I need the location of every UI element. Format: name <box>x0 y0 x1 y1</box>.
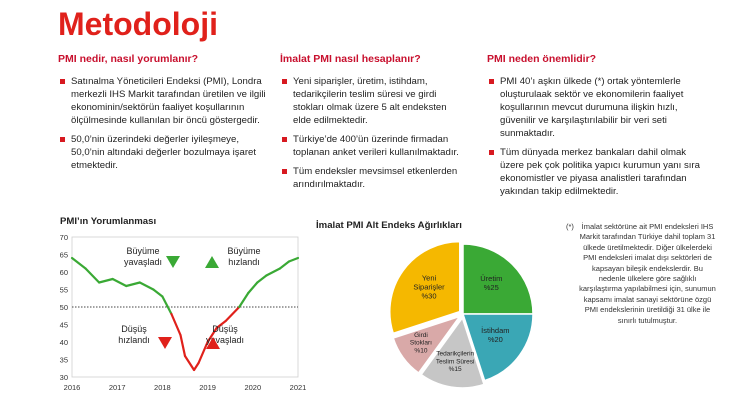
annotation-label: Büyüme yavaşladı <box>124 246 162 267</box>
pie-slice <box>420 316 485 389</box>
annotation-label: Büyüme hızlandı <box>227 246 260 267</box>
bullet-item: Yeni siparişler, üretim, istihdam, tedar… <box>280 75 460 127</box>
bullet-item: Türkiye’de 400’ün üzerinde firmadan topl… <box>280 133 460 159</box>
pmi-line-segment <box>98 277 114 284</box>
section-pmi-nedir: PMI nedir, nasıl yorumlanır? Satınalma Y… <box>58 53 266 178</box>
pmi-line-segment <box>138 281 155 291</box>
bullet-item: 50,0’nin üzerindeki değerler iyileşmeye,… <box>58 133 266 172</box>
pmi-line-segment <box>125 281 141 288</box>
pmi-line-segment <box>183 354 196 372</box>
page-title: Metodoloji <box>58 6 218 42</box>
x-tick-label: 2017 <box>109 383 126 392</box>
weights-pie-chart: Üretim %25 İstihdam %20 Tedarikçilerin Teslim… <box>389 240 534 389</box>
pmi-line-segment <box>84 267 101 284</box>
pmi-line-segment <box>287 256 300 263</box>
pie-slice <box>461 313 534 382</box>
pie-slice-label: Yeni Siparişler %30 <box>413 273 445 300</box>
annotation-label: Düşüş hızlandı <box>118 324 150 345</box>
x-tick-label: 2021 <box>290 383 307 392</box>
pmi-line-segment <box>256 274 268 284</box>
annotation-label: Düşüş yavaşladı <box>206 324 244 345</box>
pmi-line-chart: 30 35 40 45 50 55 60 65 70 2016 2017 2018 2019 2020 20… <box>60 233 307 392</box>
footnote-text: İmalat sektörüne ait PMI endeksleri IHS … <box>579 222 716 325</box>
section-onem: PMI neden önemlidir? PMI 40’ı aşkın ülke… <box>487 53 712 204</box>
y-tick-label: 30 <box>60 373 68 382</box>
y-tick-label: 60 <box>60 268 68 277</box>
y-tick-label: 40 <box>60 338 68 347</box>
x-tick-label: 2018 <box>154 383 171 392</box>
arrow-up-icon <box>206 337 220 349</box>
pie-chart-title: İmalat PMI Alt Endeks Ağırlıkları <box>316 220 462 231</box>
pmi-line-segment <box>161 295 173 316</box>
y-tick-label: 50 <box>60 303 68 312</box>
pmi-line-segment <box>111 277 128 288</box>
x-tick-label: 2016 <box>64 383 81 392</box>
footnote-marker: (*) <box>566 222 574 231</box>
pmi-line-segment <box>152 288 164 298</box>
pmi-line-segment <box>215 319 227 330</box>
section-hesaplama: İmalat PMI nasıl hesaplanır? Yeni sipari… <box>280 53 460 197</box>
line-chart-title: PMI’ın Yorumlanması <box>60 216 157 227</box>
y-tick-label: 45 <box>60 321 68 330</box>
pmi-line-segment <box>170 312 182 337</box>
arrow-down-icon <box>158 337 172 349</box>
arrow-up-icon <box>205 256 219 268</box>
pmi-line-segment <box>179 333 187 358</box>
pmi-line-segment <box>238 291 250 309</box>
y-tick-label: 55 <box>60 286 68 295</box>
pmi-line-segment <box>224 305 241 323</box>
pmi-line-segment <box>206 326 218 344</box>
bullet-item: Tüm endeksler mevsimsel etkenlerden arın… <box>280 165 460 191</box>
y-tick-label: 70 <box>60 233 68 242</box>
x-tick-label: 2020 <box>244 383 261 392</box>
pie-slice <box>389 240 461 335</box>
pmi-line-segment <box>192 361 200 372</box>
pmi-line-segment <box>265 267 282 277</box>
pmi-line-segment <box>278 260 291 270</box>
y-tick-label: 65 <box>60 251 68 260</box>
y-tick-label: 35 <box>60 356 68 365</box>
pie-slice <box>392 314 462 375</box>
pmi-line-segment <box>197 340 209 365</box>
bullet-item: Satınalma Yöneticileri Endeksi (PMI), Lo… <box>58 75 266 127</box>
pie-slice-label: Üretim %25 <box>480 274 502 292</box>
section-heading: PMI nedir, nasıl yorumlanır? <box>58 53 199 65</box>
bullet-item: Tüm dünyada merkez bankaları dahil olmak… <box>487 146 712 198</box>
arrow-down-icon <box>166 256 180 268</box>
pie-slice-label: Girdi Stokları %10 <box>410 332 432 355</box>
section-heading: İmalat PMI nasıl hesaplanır? <box>280 53 421 65</box>
footnote: (*) İmalat sektörüne ait PMI endeksleri … <box>566 222 716 326</box>
pie-slice-label: İstihdam %20 <box>481 326 509 344</box>
section-heading: PMI neden önemlidir? <box>487 53 597 65</box>
pmi-line-segment <box>247 281 259 295</box>
bullet-item: PMI 40’ı aşkın ülkede (*) ortak yöntemle… <box>487 75 712 140</box>
pie-slice <box>462 243 534 315</box>
pmi-line-segment <box>70 256 87 270</box>
x-tick-label: 2019 <box>199 383 216 392</box>
pie-slice-label: Tedarikçilerin Teslim Süresi %15 <box>436 351 475 374</box>
